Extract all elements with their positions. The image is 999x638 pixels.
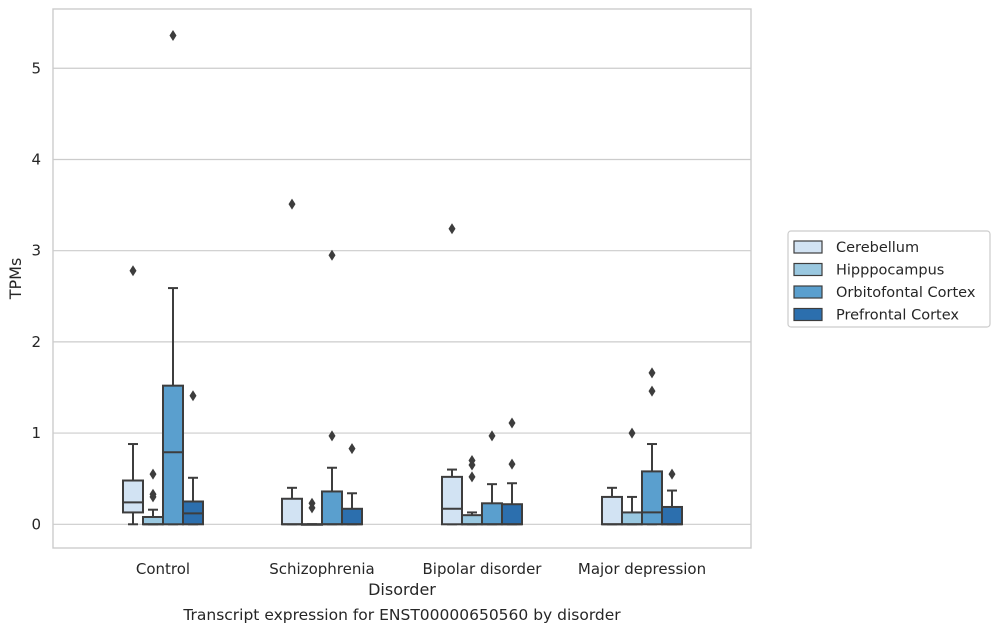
x-tick-label: Schizophrenia bbox=[269, 560, 374, 578]
y-tick-label: 2 bbox=[31, 333, 41, 351]
outlier-point bbox=[189, 390, 197, 402]
outlier-point bbox=[508, 417, 516, 429]
box-group bbox=[182, 390, 204, 526]
outlier-point bbox=[508, 458, 516, 470]
box bbox=[441, 475, 463, 526]
x-tick-label: Major depression bbox=[578, 560, 706, 578]
legend-frame bbox=[787, 230, 991, 328]
box bbox=[601, 495, 623, 526]
outlier-point bbox=[468, 471, 476, 483]
legend-label: Prefrontal Cortex bbox=[836, 308, 959, 324]
box bbox=[661, 505, 683, 526]
legend-swatch bbox=[793, 262, 823, 277]
x-tick-label: Bipolar disorder bbox=[423, 560, 543, 578]
y-tick-label: 1 bbox=[31, 424, 41, 442]
box bbox=[122, 479, 144, 514]
outlier-point bbox=[348, 443, 356, 455]
box bbox=[621, 511, 643, 526]
outlier-point bbox=[308, 502, 316, 514]
box-group bbox=[142, 468, 164, 526]
outlier-point bbox=[169, 29, 177, 41]
box-group bbox=[281, 198, 303, 526]
box bbox=[321, 490, 343, 526]
y-tick-label: 5 bbox=[31, 59, 41, 77]
outlier-point bbox=[149, 468, 157, 480]
box bbox=[341, 507, 363, 526]
legend-label: Hipppocampus bbox=[836, 263, 944, 279]
grid-layer bbox=[53, 67, 751, 525]
outlier-point bbox=[328, 249, 336, 261]
outlier-point bbox=[628, 427, 636, 439]
box-group bbox=[341, 443, 363, 526]
legend-swatch bbox=[793, 285, 823, 299]
axis-layer: 0 1 2 3 4 5 Control Schizophrenia Bipolar disord… bbox=[6, 8, 752, 599]
outlier-point bbox=[648, 385, 656, 397]
plot-frame bbox=[52, 8, 752, 549]
box bbox=[142, 515, 164, 526]
y-tick-label: 4 bbox=[31, 150, 41, 168]
box bbox=[281, 497, 303, 526]
box-group bbox=[441, 223, 463, 526]
box-group bbox=[122, 265, 144, 526]
box-layer bbox=[122, 29, 683, 526]
box-group bbox=[301, 497, 323, 526]
box-group bbox=[501, 417, 523, 526]
box bbox=[501, 503, 523, 526]
box-group bbox=[461, 454, 483, 526]
y-tick-label: 0 bbox=[31, 515, 41, 533]
box bbox=[461, 514, 483, 526]
box-group bbox=[481, 430, 503, 526]
outlier-point bbox=[328, 430, 336, 442]
box-group bbox=[621, 427, 643, 526]
x-axis-label: Disorder bbox=[368, 580, 436, 599]
box bbox=[641, 470, 663, 526]
box bbox=[162, 384, 184, 526]
box-group bbox=[661, 468, 683, 526]
legend-swatch bbox=[793, 240, 823, 254]
box bbox=[481, 502, 503, 526]
box-group bbox=[601, 486, 623, 526]
outlier-point bbox=[668, 468, 676, 480]
outlier-point bbox=[149, 491, 157, 503]
box-group bbox=[162, 29, 184, 526]
legend: Cerebellum Hipppocampus Orbitofontal Corte… bbox=[787, 230, 991, 328]
legend-swatch bbox=[793, 307, 823, 322]
y-axis-label: TPMs bbox=[6, 258, 25, 301]
outlier-point bbox=[468, 459, 476, 471]
outlier-point bbox=[448, 223, 456, 235]
legend-label: Cerebellum bbox=[836, 240, 919, 256]
chart-caption: Transcript expression for ENST0000065056… bbox=[183, 606, 621, 624]
legend-label: Orbitofontal Cortex bbox=[836, 285, 976, 301]
x-tick-label: Control bbox=[136, 560, 190, 578]
box-group bbox=[641, 367, 663, 526]
outlier-point bbox=[288, 198, 296, 210]
y-tick-label: 3 bbox=[31, 242, 41, 260]
outlier-point bbox=[488, 430, 496, 442]
box-group bbox=[321, 249, 343, 526]
outlier-point bbox=[648, 367, 656, 379]
outlier-point bbox=[129, 265, 137, 277]
